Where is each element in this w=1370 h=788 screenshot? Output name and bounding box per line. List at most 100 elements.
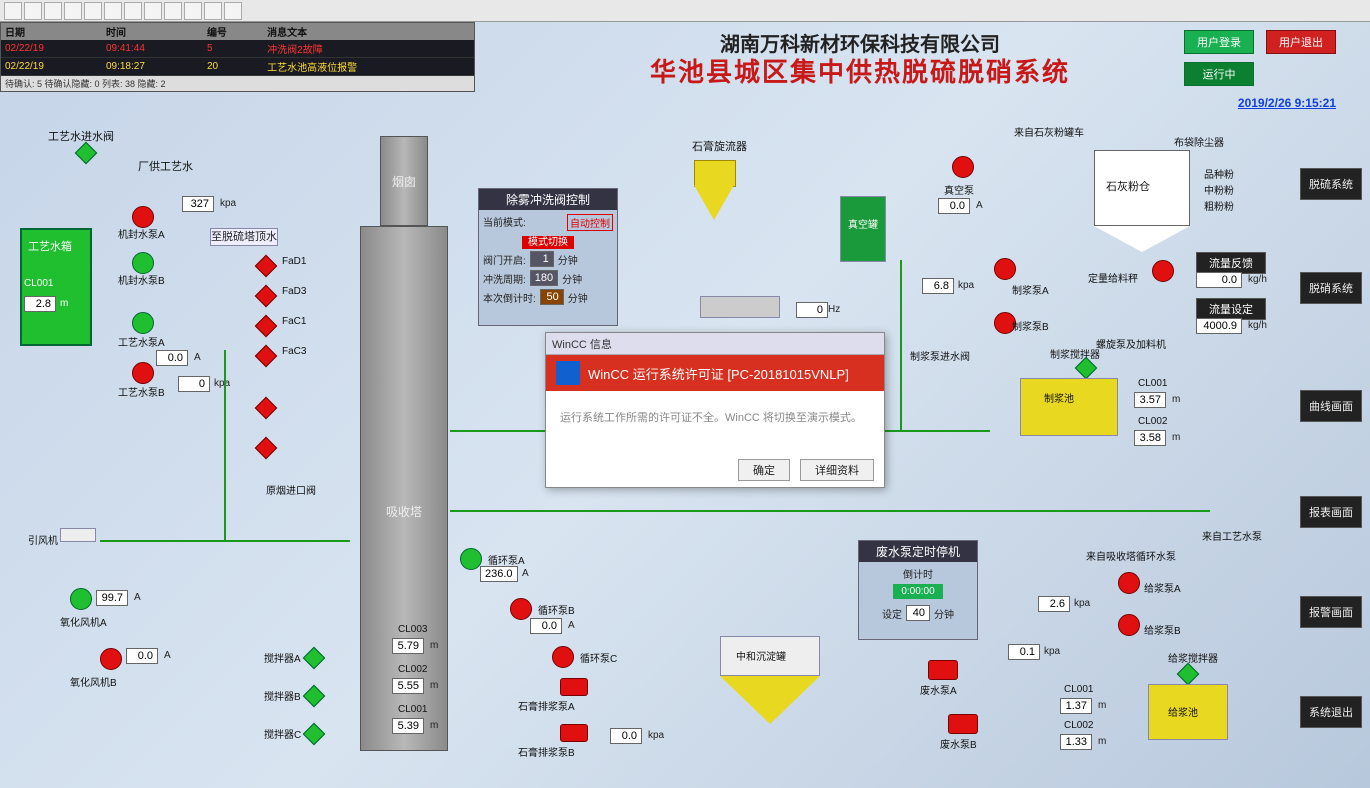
fad1-label: FaD1 — [282, 256, 306, 267]
system-title: 华池县城区集中供热脱硫脱硝系统 — [600, 52, 1120, 89]
fad1-valve-icon[interactable] — [255, 255, 278, 278]
feeder-label: 定量给料秤 — [1088, 270, 1138, 285]
toolbar-button[interactable] — [184, 2, 202, 20]
pressure1-value: 327 — [182, 196, 214, 212]
fa-valve-icon[interactable] — [255, 397, 278, 420]
sup-pump-b-icon[interactable] — [1118, 614, 1140, 636]
sup-stir-icon[interactable] — [1177, 663, 1200, 686]
toolbar-button[interactable] — [84, 2, 102, 20]
toolbar-button[interactable] — [204, 2, 222, 20]
ox-fan-a-icon[interactable] — [70, 588, 92, 610]
dialog-body: 运行系统工作所需的许可证不全。WinCC 将切换至演示模式。 — [546, 391, 884, 443]
tank-label: 工艺水箱 — [28, 238, 72, 254]
ox-fan-b-icon[interactable] — [100, 648, 122, 670]
user-exit-button[interactable]: 用户退出 — [1266, 30, 1336, 54]
bag-filter-label: 布袋除尘器 — [1174, 134, 1224, 149]
process-pump-a-label: 工艺水泵A — [118, 334, 165, 349]
toolbar-button[interactable] — [164, 2, 182, 20]
waste-pump-a-icon[interactable] — [928, 660, 958, 680]
r-cl001-unit: m — [1172, 394, 1180, 405]
incoming-arrow: 厂供工艺水 — [138, 158, 193, 174]
wash-control-panel: 除雾冲洗阀控制 当前模式: 自动控制 模式切换 阀门开启: 1 分钟 冲洗周期:… — [478, 188, 618, 326]
fa-valve-icon[interactable] — [255, 437, 278, 460]
cyclone-label: 石膏旋流器 — [692, 138, 747, 154]
process-pump-a-icon[interactable] — [132, 312, 154, 334]
alarm-row[interactable]: 02/22/19 09:41:44 5 冲洗阀2故障 — [1, 40, 474, 58]
id-fan-icon — [60, 528, 96, 542]
fad3-valve-icon[interactable] — [255, 285, 278, 308]
inlet-valve-icon — [75, 142, 98, 165]
circ-pump-c-icon[interactable] — [552, 646, 574, 668]
s-cl001-val: 1.37 — [1060, 698, 1092, 714]
wash-r2-value[interactable]: 180 — [530, 270, 558, 286]
drain-pump-a-icon[interactable] — [560, 678, 588, 696]
cl002-val: 5.55 — [392, 678, 424, 694]
vacuum-pump-icon[interactable] — [952, 156, 974, 178]
nav-desulfur[interactable]: 脱硫系统 — [1300, 168, 1362, 200]
stirrer-b-icon[interactable] — [303, 685, 326, 708]
waste-timer-state-label: 倒计时 — [863, 566, 973, 581]
fac1-valve-icon[interactable] — [255, 315, 278, 338]
nav-alarm[interactable]: 报警画面 — [1300, 596, 1362, 628]
sup-stir-label: 给浆搅拌器 — [1168, 650, 1218, 665]
stirrer-c-icon[interactable] — [303, 723, 326, 746]
process-pump-a-amp: 0.0 — [156, 350, 188, 366]
waste-timer-title: 废水泵定时停机 — [859, 541, 977, 562]
status-badge: 运行中 — [1184, 62, 1254, 86]
fac3-valve-icon[interactable] — [255, 345, 278, 368]
flow-set-value[interactable]: 4000.9 — [1196, 318, 1242, 334]
wash-r3-unit: 分钟 — [568, 290, 588, 305]
alarm-row[interactable]: 02/22/19 09:18:27 20 工艺水池高液位报警 — [1, 58, 474, 76]
vacuum-pump-label: 真空泵 — [944, 182, 974, 197]
stirrer-a-icon[interactable] — [303, 647, 326, 670]
flow-fb-value: 0.0 — [1196, 272, 1242, 288]
slurry-pump-a-icon[interactable] — [994, 258, 1016, 280]
nav-exit[interactable]: 系统退出 — [1300, 696, 1362, 728]
toolbar-button[interactable] — [4, 2, 22, 20]
toolbar-button[interactable] — [124, 2, 142, 20]
flow-set-label: 流量设定 — [1196, 298, 1266, 320]
wash-toggle-button[interactable]: 模式切换 — [522, 236, 574, 249]
wash-r1-value[interactable]: 1 — [530, 251, 554, 267]
dialog-titlebar[interactable]: WinCC 信息 — [546, 333, 884, 355]
sup-pump-b-label: 给浆泵B — [1144, 622, 1181, 637]
alarm-col-date: 日期 — [1, 23, 102, 40]
process-pump-b-label: 工艺水泵B — [118, 384, 165, 399]
drain-pump-b-icon[interactable] — [560, 724, 588, 742]
s-cl002-val: 1.33 — [1060, 734, 1092, 750]
waste-pump-b-icon[interactable] — [948, 714, 978, 734]
toolbar-button[interactable] — [224, 2, 242, 20]
toolbar-button[interactable] — [144, 2, 162, 20]
toolbar-button[interactable] — [44, 2, 62, 20]
silo-dot3: 粗粉粉 — [1204, 198, 1234, 213]
sup-pump-a-icon[interactable] — [1118, 572, 1140, 594]
nav-curve[interactable]: 曲线画面 — [1300, 390, 1362, 422]
tank-level-tag: CL001 — [24, 278, 53, 289]
seal-pump-a-label: 机封水泵A — [118, 226, 165, 241]
toolbar-button[interactable] — [64, 2, 82, 20]
toolbar — [0, 0, 1370, 22]
process-pump-b-icon[interactable] — [132, 362, 154, 384]
inlet-valve-label: 工艺水进水阀 — [48, 128, 114, 144]
seal-pump-b-icon[interactable] — [132, 252, 154, 274]
nav-report[interactable]: 报表画面 — [1300, 496, 1362, 528]
dialog-detail-button[interactable]: 详细资料 — [800, 459, 874, 481]
process-pump-b-press: 0 — [178, 376, 210, 392]
seal-pump-a-icon[interactable] — [132, 206, 154, 228]
circ-pump-b-label: 循环泵B — [538, 602, 575, 617]
flow-fb-unit: kg/h — [1248, 274, 1267, 285]
cl003-tag: CL003 — [398, 624, 427, 635]
dialog-ok-button[interactable]: 确定 — [738, 459, 790, 481]
toolbar-button[interactable] — [104, 2, 122, 20]
circ-pump-a-icon[interactable] — [460, 548, 482, 570]
waste-timer-set-value[interactable]: 40 — [906, 605, 930, 621]
drain-press: 0.0 — [610, 728, 642, 744]
nav-denitr[interactable]: 脱硝系统 — [1300, 272, 1362, 304]
user-login-button[interactable]: 用户登录 — [1184, 30, 1254, 54]
ox-fan-a-unit: A — [134, 592, 141, 603]
circ-pump-b-icon[interactable] — [510, 598, 532, 620]
circ-pump-a-unit: A — [522, 568, 529, 579]
r-cl001-tag: CL001 — [1138, 378, 1167, 389]
feeder-icon[interactable] — [1152, 260, 1174, 282]
toolbar-button[interactable] — [24, 2, 42, 20]
